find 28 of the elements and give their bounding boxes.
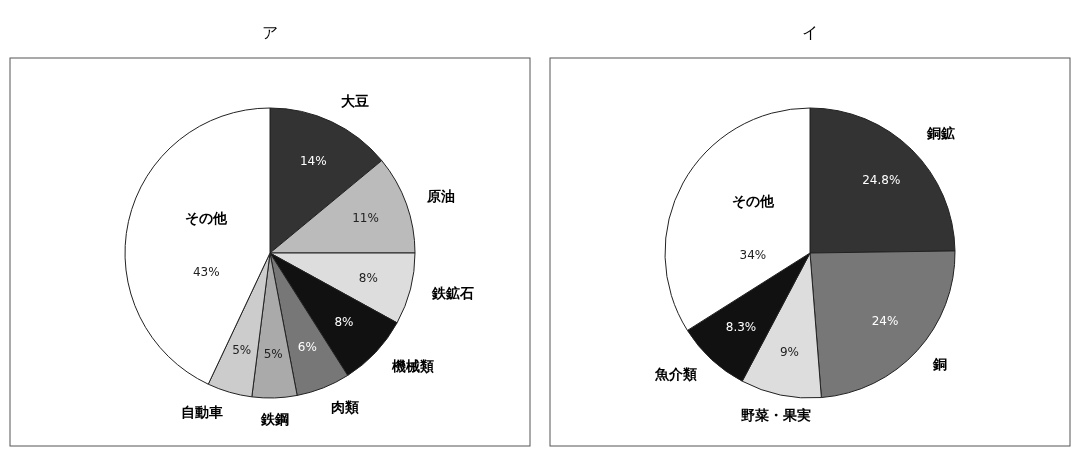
slice-label: 肉類 (331, 399, 360, 416)
data-label: 9% (779, 344, 799, 359)
slice-label: 銅鉱 (926, 125, 956, 142)
slice-label: 野菜・果実 (741, 407, 812, 424)
slice-label: 機械類 (390, 358, 434, 375)
chart-title: ア (262, 23, 278, 42)
data-label: 5% (232, 342, 252, 357)
slice-label: 銅 (932, 356, 948, 373)
data-label: 8% (358, 270, 378, 285)
data-label: 6% (297, 339, 317, 354)
slice-label: その他 (731, 192, 775, 209)
slice-label: その他 (185, 209, 229, 226)
slice-label: 大豆 (341, 93, 369, 110)
slice-label: 自動車 (181, 404, 224, 421)
slice-label: 魚介類 (653, 366, 697, 383)
chart-title: イ (802, 23, 818, 42)
slice-label: 原油 (425, 187, 455, 204)
data-label: 24.8% (862, 173, 901, 188)
slice-label: 鉄鋼 (260, 410, 290, 427)
data-label: 34% (739, 248, 767, 262)
data-label: 8% (334, 314, 354, 329)
slice-label: 鉄鉱石 (430, 285, 474, 302)
data-label: 14% (299, 153, 327, 168)
data-label: 5% (263, 346, 283, 361)
data-label: 8.3% (725, 319, 757, 334)
data-label: 11% (352, 211, 379, 226)
data-label: 43% (192, 265, 220, 280)
data-label: 24% (871, 313, 899, 328)
